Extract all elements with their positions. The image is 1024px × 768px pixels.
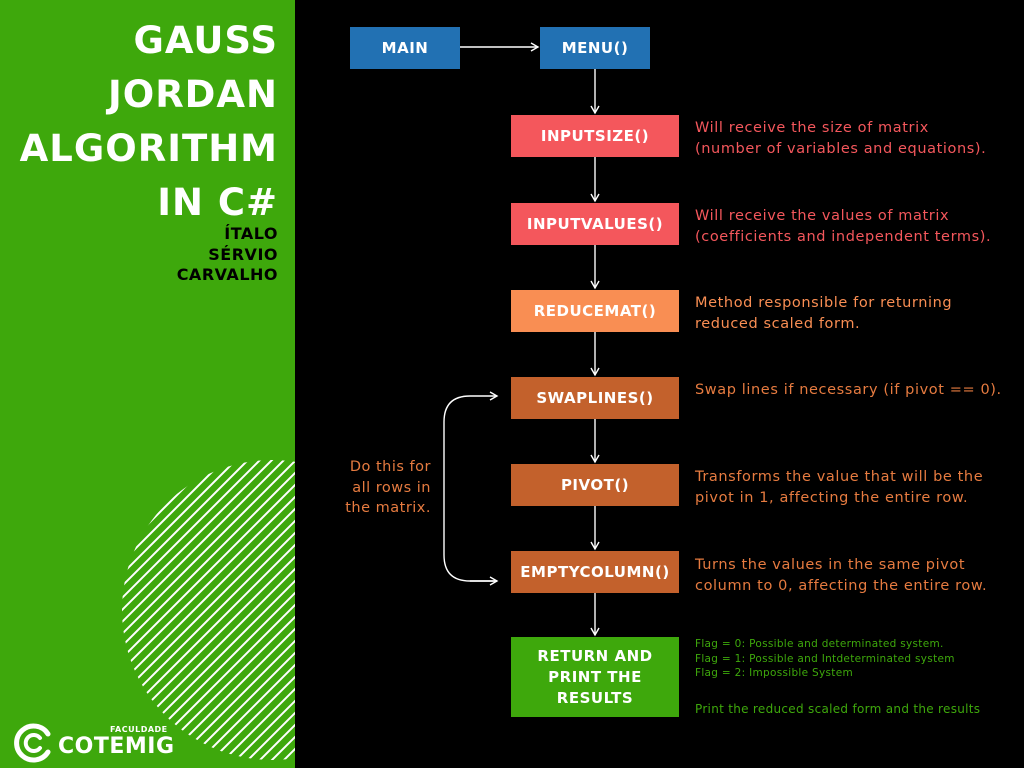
author-line: CARVALHO <box>176 265 278 284</box>
pivot-description: Transforms the value that will be the pi… <box>695 467 1020 508</box>
swaplines-description: Swap lines if necessary (if pivot == 0). <box>695 380 1020 401</box>
inputvalues-box: INPUTVALUES() <box>511 203 679 245</box>
pivot-box: PIVOT() <box>511 464 679 506</box>
flag-line: Flag = 1: Possible and Intdeterminated s… <box>695 652 955 665</box>
description-line: Method responsible for returning <box>695 295 953 311</box>
reducemat-description: Method responsible for returning reduced… <box>695 293 1020 334</box>
striped-circle-decoration <box>122 460 295 760</box>
description-line: column to 0, affecting the entire row. <box>695 577 988 594</box>
author-line: ÍTALO <box>224 224 278 243</box>
description-line: Transforms the value that will be the <box>695 469 984 485</box>
reducemat-box: REDUCEMAT() <box>511 290 679 332</box>
description-line: Turns the values in the same pivot <box>695 557 966 573</box>
cotemig-logo-icon <box>14 723 51 763</box>
inputvalues-description: Will receive the values of matrix (coeff… <box>695 206 1020 247</box>
description-line: Will receive the values of matrix <box>695 208 950 224</box>
loop-note-line: the matrix. <box>345 500 431 516</box>
flag-line: Flag = 2: Impossible System <box>695 667 853 679</box>
description-line: reduced scaled form. <box>695 315 861 332</box>
emptycolumn-description: Turns the values in the same pivot colum… <box>695 555 1020 596</box>
loop-note: Do this for all rows in the matrix. <box>330 457 431 519</box>
swaplines-box: SWAPLINES() <box>511 377 679 419</box>
print-results-description: Print the reduced scaled form and the re… <box>695 702 981 716</box>
inputsize-box: INPUTSIZE() <box>511 115 679 157</box>
description-line: Will receive the size of matrix <box>695 120 929 136</box>
return-line: RETURN AND <box>537 646 653 665</box>
title-line: ALGORITHM <box>19 127 278 170</box>
cotemig-logo: FACULDADE COTEMIG <box>10 720 174 765</box>
return-results-box: RETURN AND PRINT THE RESULTS <box>511 637 679 717</box>
inputsize-description: Will receive the size of matrix (number … <box>695 118 1020 159</box>
loop-bracket-arrow <box>443 391 499 582</box>
flags-description: Flag = 0: Possible and determinated syst… <box>695 637 1015 681</box>
description-line: (coefficients and independent terms). <box>695 228 992 245</box>
description-line: (number of variables and equations). <box>695 140 987 157</box>
loop-note-line: all rows in <box>352 479 431 496</box>
page-title: GAUSS JORDAN ALGORITHM IN C# <box>0 14 278 230</box>
author-line: SÉRVIO <box>208 244 278 264</box>
logo-name-text: COTEMIG <box>58 734 175 759</box>
description-line: pivot in 1, affecting the entire row. <box>695 489 969 506</box>
title-panel: GAUSS JORDAN ALGORITHM IN C# ÍTALO SÉRVI… <box>0 0 295 768</box>
title-line: IN C# <box>157 181 278 224</box>
main-box: MAIN <box>350 27 460 69</box>
logo-faculdade-text: FACULDADE <box>110 725 168 734</box>
menu-box: MENU() <box>540 27 650 69</box>
flag-line: Flag = 0: Possible and determinated syst… <box>695 638 944 650</box>
title-line: JORDAN <box>107 73 278 116</box>
author-name: ÍTALO SÉRVIO CARVALHO <box>78 224 278 286</box>
return-line: PRINT THE <box>548 667 642 686</box>
return-line: RESULTS <box>556 688 634 707</box>
description-line: Swap lines if necessary (if pivot == 0). <box>695 382 1002 398</box>
loop-note-line: Do this for <box>349 459 431 475</box>
emptycolumn-box: EMPTYCOLUMN() <box>511 551 679 593</box>
title-line: GAUSS <box>133 19 278 62</box>
